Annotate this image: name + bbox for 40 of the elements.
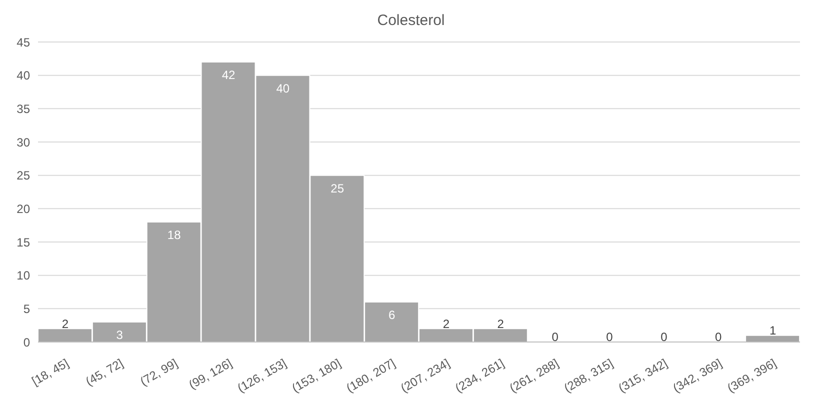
data-label: 0 <box>606 330 614 344</box>
data-label: 2 <box>62 316 69 331</box>
x-tick-label: (180, 207] <box>344 356 398 396</box>
data-label: 0 <box>552 330 559 344</box>
y-tick-label: 10 <box>16 268 30 283</box>
data-label: 40 <box>276 82 290 96</box>
y-tick-label: 25 <box>16 168 30 183</box>
data-label: 18 <box>167 228 182 242</box>
y-tick-label: 20 <box>16 202 30 216</box>
y-tick-label: 30 <box>16 135 30 150</box>
y-tick-label: 15 <box>16 235 30 250</box>
data-label: 2 <box>442 316 450 331</box>
y-tick-label: 35 <box>16 102 30 116</box>
x-tick-label: (72, 99] <box>138 356 180 389</box>
x-tick-label: (261, 288] <box>507 356 561 396</box>
bar <box>745 334 800 342</box>
data-label: 1 <box>769 324 776 338</box>
y-tick-label: 45 <box>16 35 30 50</box>
data-label: 42 <box>222 68 236 82</box>
data-label: 0 <box>660 330 668 344</box>
data-label: 6 <box>388 308 396 322</box>
x-tick-label: [18, 45] <box>29 356 72 388</box>
x-tick-label: (342, 369] <box>670 356 724 396</box>
x-tick-label: (288, 315] <box>562 356 616 396</box>
data-label: 0 <box>715 330 722 344</box>
y-tick-label: 40 <box>16 68 30 83</box>
chart-title: Colesterol <box>376 11 446 31</box>
y-tick-label: 0 <box>23 335 30 350</box>
data-label: 2 <box>497 316 504 331</box>
x-tick-label: (99, 126] <box>186 356 234 392</box>
data-label: 3 <box>116 328 124 342</box>
x-tick-label: (153, 180] <box>289 356 344 396</box>
x-tick-label: (45, 72] <box>83 356 126 389</box>
x-tick-label: (126, 153] <box>235 356 289 396</box>
data-label: 25 <box>330 182 344 196</box>
x-tick-label: (315, 342] <box>616 356 670 396</box>
x-tick-label: (207, 234] <box>398 356 452 396</box>
y-tick-label: 5 <box>23 302 30 316</box>
x-tick-label: (369, 396] <box>724 356 779 396</box>
x-tick-label: (234, 261] <box>452 356 507 396</box>
